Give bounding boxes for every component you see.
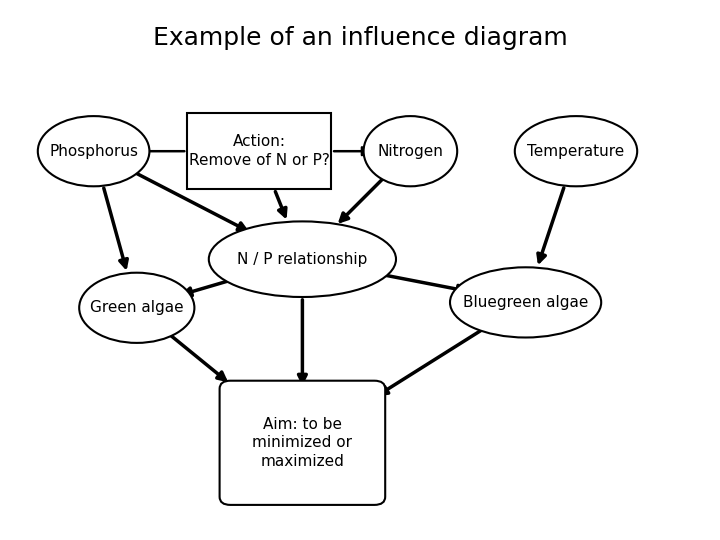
Text: Action:
Remove of N or P?: Action: Remove of N or P?	[189, 134, 330, 168]
Text: Phosphorus: Phosphorus	[49, 144, 138, 159]
Text: Aim: to be
minimized or
maximized: Aim: to be minimized or maximized	[253, 417, 352, 469]
FancyBboxPatch shape	[187, 113, 331, 189]
Text: Bluegreen algae: Bluegreen algae	[463, 295, 588, 310]
Ellipse shape	[38, 116, 150, 186]
Text: Green algae: Green algae	[90, 300, 184, 315]
Text: Temperature: Temperature	[527, 144, 625, 159]
Ellipse shape	[79, 273, 194, 343]
Text: Nitrogen: Nitrogen	[377, 144, 444, 159]
Ellipse shape	[450, 267, 601, 338]
Text: Example of an influence diagram: Example of an influence diagram	[153, 26, 567, 50]
Ellipse shape	[515, 116, 637, 186]
Ellipse shape	[364, 116, 457, 186]
FancyBboxPatch shape	[220, 381, 385, 505]
Text: N / P relationship: N / P relationship	[237, 252, 368, 267]
Ellipse shape	[209, 221, 396, 297]
